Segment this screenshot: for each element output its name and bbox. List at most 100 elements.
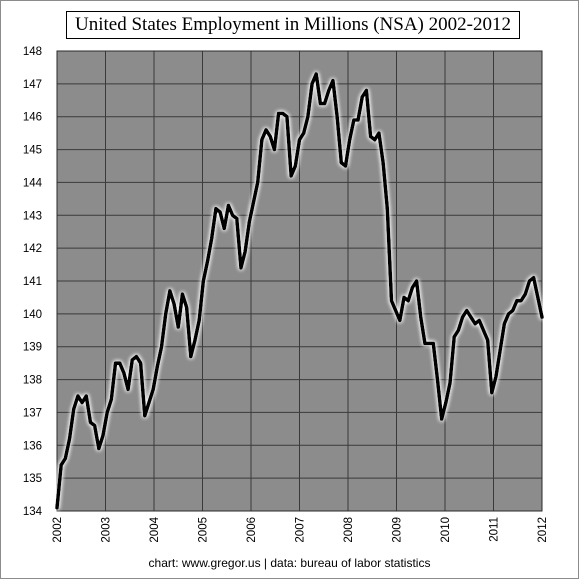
data-point (495, 375, 497, 377)
data-point (353, 119, 355, 121)
y-tick-label: 147 (23, 79, 42, 91)
data-point (507, 313, 510, 315)
data-point (211, 237, 213, 239)
data-point (89, 421, 92, 423)
data-point (277, 112, 280, 115)
data-point (470, 316, 472, 318)
data-point (98, 447, 100, 450)
y-tick-label: 143 (23, 210, 42, 222)
data-point (56, 507, 58, 509)
data-point (528, 280, 531, 282)
data-point (319, 102, 322, 105)
x-tick-label: 2005 (198, 517, 210, 543)
x-tick-label: 2006 (246, 517, 258, 543)
data-point (64, 457, 66, 460)
data-point (173, 303, 175, 305)
data-point (298, 139, 301, 141)
data-point (135, 355, 138, 358)
data-point (215, 208, 217, 210)
x-tick-label: 2003 (101, 517, 113, 543)
data-point (223, 227, 225, 230)
y-tick-label: 142 (23, 243, 42, 255)
data-point (102, 434, 104, 437)
data-point (152, 388, 154, 391)
data-point (537, 296, 539, 299)
data-point (474, 323, 476, 325)
data-point (336, 116, 338, 118)
data-point (106, 411, 108, 414)
data-point (328, 89, 330, 92)
data-point (181, 293, 184, 295)
data-point (453, 336, 455, 338)
data-point (261, 139, 263, 141)
data-point (516, 300, 518, 302)
data-point (457, 329, 459, 331)
data-point (206, 260, 209, 262)
x-tick-label: 2010 (440, 517, 452, 543)
data-point (244, 250, 246, 253)
data-point (73, 408, 75, 410)
data-point (165, 313, 167, 315)
data-point (415, 280, 418, 282)
data-point (361, 96, 363, 98)
data-point (85, 395, 87, 397)
data-point (160, 346, 163, 348)
x-tick-label: 2008 (343, 517, 355, 543)
data-point (424, 342, 426, 345)
data-point (68, 438, 71, 440)
y-tick-label: 136 (23, 440, 42, 452)
data-point (148, 401, 150, 404)
data-point (232, 214, 234, 216)
data-point (131, 359, 133, 361)
data-point (524, 293, 526, 295)
data-point (349, 139, 351, 141)
data-point (332, 79, 334, 82)
data-point (499, 349, 501, 351)
data-point (219, 211, 221, 213)
data-point (240, 267, 242, 269)
data-point (265, 129, 267, 131)
data-point (436, 378, 439, 381)
data-point (177, 326, 179, 328)
series-layer (55, 72, 544, 510)
data-point (114, 362, 117, 364)
x-tick-label: 2002 (52, 517, 64, 543)
data-point (123, 372, 125, 374)
data-point (194, 339, 196, 341)
data-point (432, 342, 434, 345)
data-point (236, 217, 238, 220)
data-point (227, 204, 230, 207)
y-tick-label: 138 (23, 375, 42, 387)
data-point (407, 300, 409, 302)
data-point (315, 73, 317, 75)
data-point (374, 139, 376, 141)
data-point (487, 339, 489, 341)
data-point (482, 329, 485, 331)
data-point (110, 398, 112, 400)
data-point (307, 116, 309, 118)
chart-title: United States Employment in Millions (NS… (66, 11, 520, 39)
data-point (81, 401, 83, 404)
data-point (257, 181, 259, 184)
data-point (399, 319, 401, 322)
x-tick-label: 2009 (392, 517, 404, 543)
data-point (365, 89, 367, 92)
data-point (386, 208, 388, 210)
data-point (186, 306, 188, 308)
data-point (311, 83, 313, 85)
x-tick-label: 2012 (537, 517, 549, 543)
data-point (378, 132, 380, 134)
y-axis-tick-labels: 134 135 136 137 138 139 140 141 142 143 144 145 146 1… (23, 46, 43, 518)
x-tick-label: 2007 (295, 517, 307, 543)
data-point (303, 132, 305, 134)
x-tick-label: 2011 (489, 517, 501, 542)
data-point (466, 309, 468, 312)
data-point (441, 418, 443, 420)
data-point (144, 415, 146, 417)
data-point (140, 362, 142, 364)
y-tick-label: 137 (23, 407, 42, 419)
data-point (533, 277, 535, 279)
data-point (541, 316, 543, 318)
y-tick-label: 134 (23, 506, 43, 518)
